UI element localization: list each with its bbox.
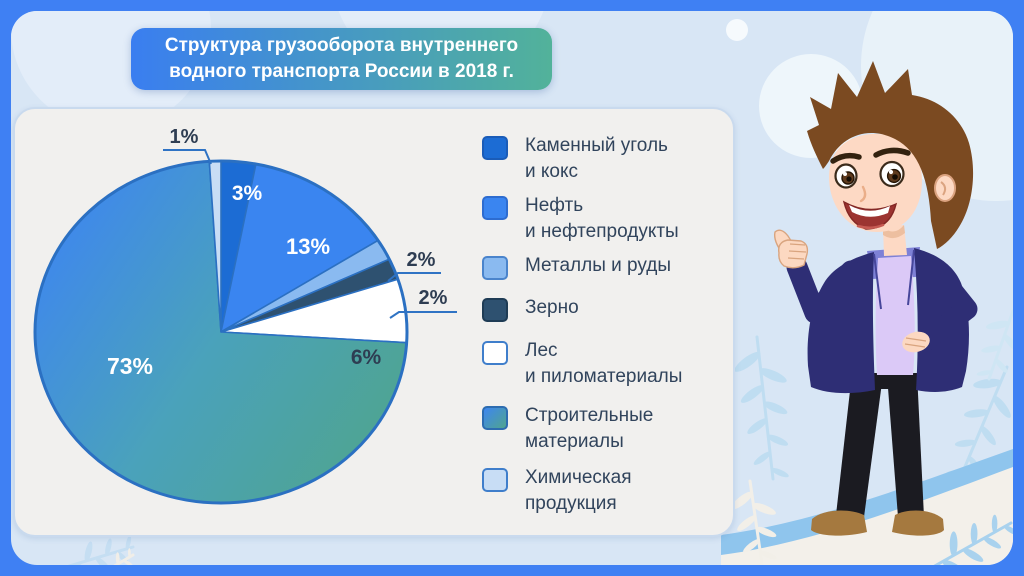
character-eyes bbox=[830, 147, 911, 189]
legend-item-timber: Лес и пиломатериалы bbox=[482, 340, 682, 390]
character-shoes bbox=[811, 510, 944, 536]
legend-item-coal: Каменный уголь и кокс bbox=[482, 135, 668, 185]
legend-label: Строительные материалы bbox=[525, 405, 654, 452]
character-arm-right bbox=[914, 258, 978, 352]
legend-item-chemicals: Химическая продукция bbox=[482, 467, 632, 517]
legend-swatch-construction bbox=[482, 406, 508, 430]
wave-band bbox=[721, 449, 1013, 557]
legend-label: Зерно bbox=[525, 297, 579, 318]
legend-swatch-oil bbox=[482, 196, 508, 220]
leaf-frond bbox=[113, 548, 135, 565]
title-line-2: водного транспорта России в 2018 г. bbox=[169, 61, 514, 82]
legend-label: Лес и пиломатериалы bbox=[525, 340, 683, 387]
character-hair bbox=[807, 61, 974, 249]
pie-value-label: 2% bbox=[419, 287, 448, 309]
legend-swatch-coal bbox=[482, 136, 508, 160]
leaf-frond bbox=[67, 535, 135, 565]
character-hand-hip bbox=[902, 331, 930, 353]
pie-value-label: 3% bbox=[232, 182, 263, 205]
character-ear bbox=[934, 174, 956, 202]
character-illustration bbox=[773, 61, 978, 536]
pie-value-label: 13% bbox=[286, 234, 330, 259]
leaf-frond bbox=[734, 335, 789, 481]
legend-item-grain: Зерно bbox=[482, 297, 579, 322]
snow-hill bbox=[721, 467, 1013, 565]
legend-label: Химическая продукция bbox=[525, 467, 632, 514]
legend-item-construction: Строительные материалы bbox=[482, 405, 653, 455]
thumbs-up-hand bbox=[773, 229, 809, 269]
title-banner: Структура грузооборота внутреннего водно… bbox=[131, 28, 552, 90]
leaf-frond bbox=[731, 479, 777, 565]
pie-value-label: 73% bbox=[107, 353, 153, 379]
character-nose bbox=[859, 185, 867, 203]
legend-swatch-chemicals bbox=[482, 468, 508, 492]
leaf-frond bbox=[976, 309, 1013, 381]
character-legs bbox=[836, 373, 924, 517]
legend-swatch-grain bbox=[482, 298, 508, 322]
legend-label: Металлы и руды bbox=[525, 255, 671, 276]
character-shirt bbox=[875, 256, 915, 375]
callout-line bbox=[389, 311, 457, 319]
pie-chart: 3% 13% 2% 2% 6% 73% 1% bbox=[33, 126, 457, 505]
pie-value-label: 2% bbox=[407, 249, 436, 271]
title-line-1: Структура грузооборота внутреннего bbox=[164, 35, 519, 56]
leaf-frond bbox=[933, 514, 1013, 565]
legend-item-oil: Нефть и нефтепродукты bbox=[482, 195, 679, 245]
character-mouth bbox=[842, 200, 898, 230]
callout-line bbox=[387, 272, 441, 282]
legend-label: Нефть и нефтепродукты bbox=[525, 195, 679, 242]
decor-dot bbox=[726, 19, 748, 41]
slide-background: Структура грузооборота внутреннего водно… bbox=[11, 11, 1013, 565]
legend-label: Каменный уголь и кокс bbox=[525, 135, 668, 182]
illustration-scene bbox=[67, 61, 1013, 565]
chart-card: 3% 13% 2% 2% 6% 73% 1% Каменный уголь и кокс Не… bbox=[13, 107, 735, 537]
pie-value-label: 6% bbox=[351, 346, 382, 369]
legend-item-metals: Металлы и руды bbox=[482, 255, 671, 280]
pie-value-label: 1% bbox=[170, 126, 199, 148]
character-arm-left bbox=[786, 256, 862, 324]
legend-swatch-timber bbox=[482, 341, 508, 365]
legend-swatch-metals bbox=[482, 256, 508, 280]
leaf-frond bbox=[945, 365, 1011, 483]
callout-line bbox=[163, 149, 212, 165]
